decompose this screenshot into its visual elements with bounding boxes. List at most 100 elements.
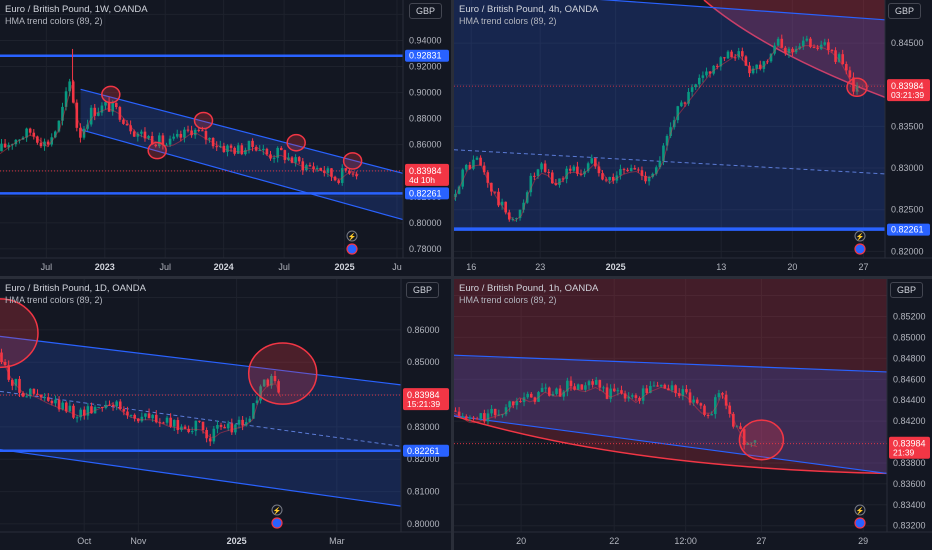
- time-axis: Oct Nov 2025 Mar: [0, 531, 451, 550]
- candle-body: [620, 390, 623, 394]
- time-axis-bg: [454, 258, 932, 276]
- pane-divider-horizontal[interactable]: [0, 276, 932, 279]
- candle-body: [97, 112, 100, 116]
- candle-body: [118, 401, 122, 410]
- candle-body: [97, 406, 100, 408]
- candle-body: [133, 414, 136, 419]
- candle-body: [269, 154, 272, 159]
- channel-lower-line: [80, 129, 404, 221]
- candle-body: [834, 50, 837, 62]
- candle-body: [136, 418, 140, 422]
- candle-body: [659, 384, 663, 387]
- resistance-zone: [703, 0, 885, 98]
- candle-body: [583, 171, 586, 175]
- candle-body: [701, 75, 705, 78]
- candle-body: [208, 137, 211, 140]
- currency-button[interactable]: GBP: [888, 3, 922, 19]
- candle-body: [244, 149, 247, 155]
- candle-body: [465, 416, 468, 419]
- candle-body: [526, 393, 529, 398]
- candle-body: [784, 47, 787, 54]
- y-tick-label: 0.86000: [409, 140, 442, 150]
- candle-body: [685, 389, 688, 393]
- channel-upper-line: [80, 88, 404, 174]
- candle-body: [801, 40, 805, 47]
- y-tick-label: 0.82500: [891, 205, 924, 215]
- candle-body: [486, 172, 490, 183]
- candle-body: [823, 42, 827, 45]
- x-tick-label: Jul: [41, 262, 53, 272]
- candle-body: [739, 426, 742, 430]
- y-tick-label: 0.83400: [893, 500, 926, 510]
- candle-body: [561, 178, 565, 180]
- x-tick-label: 13: [716, 262, 726, 272]
- pane-divider-vertical[interactable]: [451, 0, 454, 550]
- x-tick-label: 12:00: [674, 536, 697, 546]
- price-label: 0.83984: [409, 166, 442, 176]
- candle-body: [669, 127, 672, 137]
- price-label: 0.83984: [891, 81, 924, 91]
- candle-body: [287, 157, 290, 160]
- candle-body: [511, 401, 515, 406]
- candle-body: [735, 426, 739, 428]
- candle-body: [508, 401, 511, 408]
- candle-body: [154, 144, 158, 147]
- time-axis-bg: [0, 258, 451, 276]
- candle-body: [475, 418, 479, 420]
- candle-body: [234, 424, 237, 433]
- level-label: 0.82261: [409, 188, 442, 198]
- candle-body: [151, 414, 154, 419]
- y-tick-label: 0.83200: [893, 521, 926, 531]
- x-tick-label: 27: [756, 536, 766, 546]
- candle-body: [651, 173, 654, 177]
- candle-body: [179, 133, 183, 138]
- candle-body: [25, 396, 28, 398]
- y-tick-label: 0.90000: [409, 88, 442, 98]
- candle-body: [594, 380, 598, 385]
- candle-body: [615, 175, 619, 181]
- candle-body: [819, 44, 823, 49]
- chart-title: Euro / British Pound, 1D, OANDA: [5, 283, 146, 294]
- candles: [454, 376, 757, 450]
- currency-button[interactable]: GBP: [890, 282, 924, 298]
- candle-body: [36, 393, 39, 395]
- currency-button[interactable]: GBP: [409, 3, 443, 19]
- candle-body: [240, 145, 244, 155]
- chart-title: Euro / British Pound, 4h, OANDA: [459, 4, 599, 15]
- candle-body: [252, 403, 255, 419]
- highlight-circle: [101, 85, 121, 104]
- candle-body: [841, 54, 845, 65]
- candle-body: [852, 77, 855, 92]
- hourly-chart: 0.85200 0.85000 0.84800 0.84600 0.84400 0.842…: [454, 279, 932, 550]
- daily-chart: 0.860000.850000.840000.830000.820000.810…: [0, 279, 451, 550]
- x-tick-label: 27: [858, 262, 868, 272]
- candle-body: [497, 414, 501, 416]
- x-tick-label: 2025: [227, 536, 247, 546]
- candle-body: [180, 426, 183, 431]
- candle-body: [319, 167, 323, 171]
- candle-body: [355, 174, 358, 177]
- candle-body: [742, 429, 746, 445]
- candle-body: [165, 144, 168, 146]
- candle-body: [511, 218, 515, 220]
- x-tick-label: 16: [466, 262, 476, 272]
- candle-body: [308, 165, 312, 167]
- candle-body: [780, 38, 784, 48]
- currency-button[interactable]: GBP: [406, 282, 440, 298]
- candle-body: [457, 411, 461, 417]
- candle-body: [805, 38, 809, 41]
- flash-icon: [854, 504, 866, 516]
- candle-body: [169, 417, 172, 427]
- candle-body: [622, 169, 626, 171]
- candle-body: [461, 416, 465, 418]
- x-tick-label: 2024: [214, 262, 234, 272]
- price-label: 0.83984: [893, 439, 926, 449]
- candle-body: [254, 146, 258, 151]
- candle-body: [28, 388, 32, 397]
- candle-body: [728, 405, 732, 414]
- candle-body: [115, 401, 118, 407]
- candle-body: [667, 388, 670, 391]
- candle-body: [472, 417, 475, 419]
- highlight-circle: [247, 342, 318, 405]
- y-tick-label: 0.82000: [891, 246, 924, 256]
